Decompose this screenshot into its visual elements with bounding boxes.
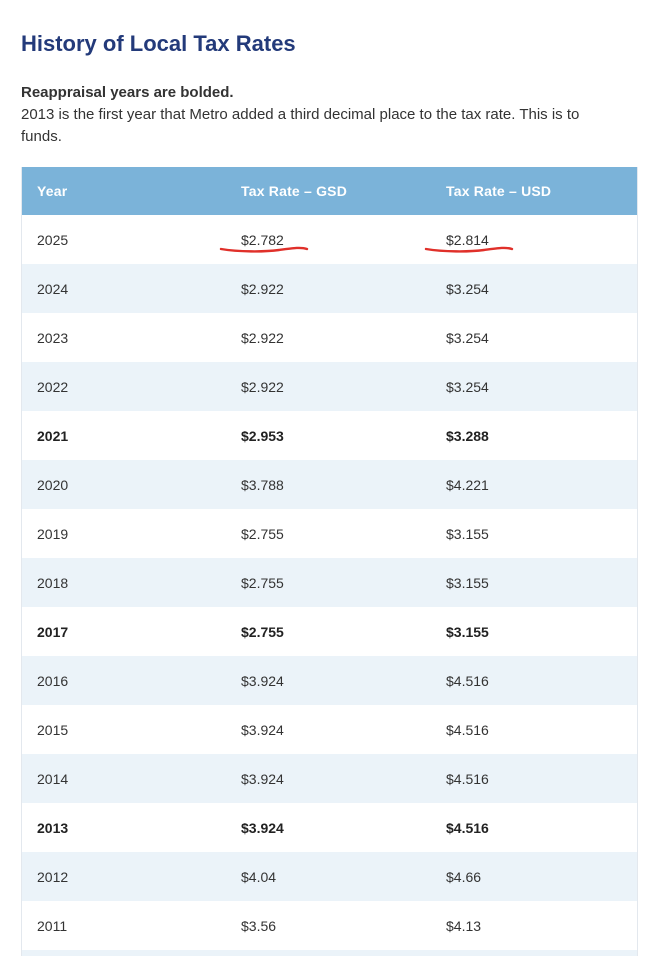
cell-tax-rate-usd: $3.155: [446, 574, 489, 591]
cell-year: 2024: [37, 280, 69, 297]
cell-tax-rate-gsd: $3.924: [241, 672, 284, 689]
cell-tax-rate-usd: $4.221: [446, 476, 489, 493]
cell-tax-rate-usd: $4.13: [446, 917, 482, 934]
table-row: 2024 $2.922 $3.254: [22, 264, 637, 313]
reappraisal-note: Reappraisal years are bolded.: [21, 84, 234, 101]
cell-tax-rate-usd: $3.254: [446, 329, 489, 346]
cell-tax-rate-gsd: $3.924: [241, 770, 284, 787]
annotated-value: $2.814: [424, 231, 514, 253]
cell-year: 2012: [37, 868, 69, 885]
cell-year: [22, 950, 227, 956]
cell-tax-rate-gsd: $2.755: [241, 623, 284, 640]
table-row: 2016 $3.924 $4.516: [22, 656, 637, 705]
cell-tax-rate-usd: $4.516: [446, 819, 489, 836]
decimal-note-line1: 2013 is the first year that Metro added …: [21, 106, 580, 123]
cell-tax-rate-gsd: $2.922: [241, 280, 284, 297]
table-row: [22, 950, 637, 956]
cell-year: 2022: [37, 378, 69, 395]
cell-tax-rate-gsd: $2.782: [219, 215, 432, 264]
table-row: 2025 $2.782 $2.814: [22, 215, 637, 264]
header-tax-rate-gsd: Tax Rate – GSD: [241, 183, 348, 199]
cell-tax-rate-usd: $4.516: [446, 721, 489, 738]
cell-tax-rate-gsd: $2.922: [241, 378, 284, 395]
tax-rate-table: Year Tax Rate – GSD Tax Rate – USD 2025 $…: [22, 167, 637, 956]
table-row: 2017 $2.755 $3.155: [22, 607, 637, 656]
cell-tax-rate-gsd: [227, 950, 432, 956]
cell-year: 2015: [37, 721, 69, 738]
cell-year: 2013: [37, 819, 69, 836]
annotated-value: $2.782: [219, 231, 309, 253]
cell-year: 2020: [37, 476, 69, 493]
table-header-row: Year Tax Rate – GSD Tax Rate – USD: [22, 167, 637, 215]
table-body: 2025 $2.782 $2.814 2024 $2.922 $3.254 2023 $2.9…: [22, 215, 637, 956]
table-row: 2014 $3.924 $4.516: [22, 754, 637, 803]
cell-tax-rate-gsd: $2.922: [241, 329, 284, 346]
cell-tax-rate-usd: $3.155: [446, 623, 489, 640]
cell-tax-rate-gsd: $3.56: [241, 917, 277, 934]
cell-tax-rate-usd: $4.516: [446, 770, 489, 787]
cell-year: 2021: [37, 427, 69, 444]
decimal-note: 2013 is the first year that Metro added …: [21, 104, 652, 148]
cell-tax-rate-gsd: $2.755: [241, 574, 284, 591]
header-year: Year: [37, 183, 68, 199]
cell-tax-rate-usd: $4.66: [446, 868, 482, 885]
cell-year: 2016: [37, 672, 69, 689]
table-row: 2012 $4.04 $4.66: [22, 852, 637, 901]
cell-year: 2018: [37, 574, 69, 591]
cell-year: 2011: [37, 917, 68, 934]
cell-year: 2017: [37, 623, 69, 640]
cell-tax-rate-gsd: $3.788: [241, 476, 284, 493]
table-row: 2013 $3.924 $4.516: [22, 803, 637, 852]
cell-tax-rate-usd: $4.516: [446, 672, 489, 689]
cell-tax-rate-gsd: $4.04: [241, 868, 277, 885]
table-row: 2023 $2.922 $3.254: [22, 313, 637, 362]
intro-text: Reappraisal years are bolded. 2013 is th…: [21, 82, 652, 148]
cell-tax-rate-gsd: $2.755: [241, 525, 284, 542]
cell-tax-rate-usd: $3.155: [446, 525, 489, 542]
cell-year: 2025: [37, 231, 69, 248]
cell-tax-rate-usd: $2.814: [424, 215, 637, 264]
table-row: 2018 $2.755 $3.155: [22, 558, 637, 607]
cell-year: 2014: [37, 770, 69, 787]
cell-tax-rate-usd: $3.288: [446, 427, 489, 444]
table-row: 2022 $2.922 $3.254: [22, 362, 637, 411]
cell-year: 2019: [37, 525, 69, 542]
table-row: 2020 $3.788 $4.221: [22, 460, 637, 509]
decimal-note-line2: funds.: [21, 128, 62, 145]
cell-tax-rate-gsd: $3.924: [241, 819, 284, 836]
value-text: $2.782: [241, 231, 284, 248]
value-text: $2.814: [446, 231, 489, 248]
cell-tax-rate-usd: $3.254: [446, 378, 489, 395]
cell-tax-rate-gsd: $3.924: [241, 721, 284, 738]
tax-rate-table-container: Year Tax Rate – GSD Tax Rate – USD 2025 $…: [21, 167, 638, 956]
cell-year: 2023: [37, 329, 69, 346]
table-row: 2015 $3.924 $4.516: [22, 705, 637, 754]
red-underline-stroke: [424, 246, 514, 253]
cell-tax-rate-usd: [432, 950, 637, 956]
red-underline-stroke: [219, 246, 309, 253]
cell-tax-rate-gsd: $2.953: [241, 427, 284, 444]
header-tax-rate-usd: Tax Rate – USD: [446, 183, 552, 199]
cell-tax-rate-usd: $3.254: [446, 280, 489, 297]
table-row: 2021 $2.953 $3.288: [22, 411, 637, 460]
table-row: 2019 $2.755 $3.155: [22, 509, 637, 558]
page-title: History of Local Tax Rates: [21, 31, 296, 56]
table-row: 2011 $3.56 $4.13: [22, 901, 637, 950]
